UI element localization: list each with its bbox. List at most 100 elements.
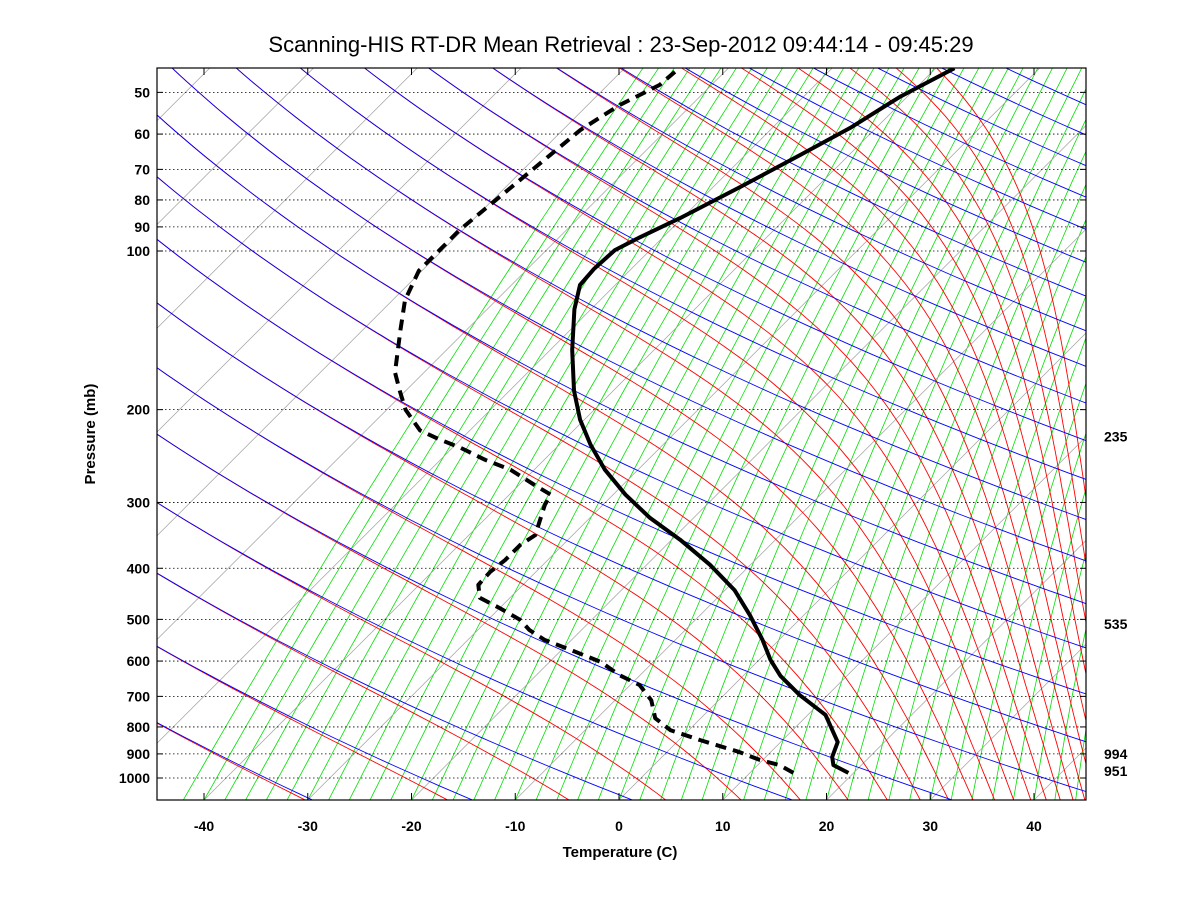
mixing-ratio-line [992,431,1086,800]
right-level-label: 235 [1104,429,1128,445]
dry-adiabat-line [157,238,1086,695]
dry-adiabat-line [157,645,473,800]
isotherm-line [157,68,314,225]
moist-adiabat-line [363,68,1032,800]
mixing-ratio-line [452,68,845,800]
dry-adiabat-line [684,68,1086,263]
isotherm-line [411,125,1086,800]
isotherm-line [157,68,522,433]
dry-adiabat-line [157,572,632,800]
temperature-profile-line [570,68,956,775]
x-tick-label: 40 [1026,818,1042,834]
mixing-ratio-line [245,68,691,800]
moist-adiabat-line [427,68,1047,800]
moist-adiabat-line [157,502,666,800]
moist-adiabat-line [740,68,1086,723]
dry-adiabat-line [299,68,1086,480]
moist-adiabat-line [157,646,448,800]
y-tick-label: 70 [134,161,150,177]
moist-adiabat-line [935,68,1086,502]
mixing-ratio-line [515,68,890,800]
mixing-ratio-line [369,68,784,800]
mixing-ratio-line [349,68,768,800]
mixing-ratio-line [784,68,1083,800]
mixing-ratio-line [577,68,935,800]
y-tick-label: 60 [134,126,150,142]
dry-adiabat-line [171,68,1086,562]
x-tick-label: -40 [194,818,214,834]
mixing-ratio-line [971,382,1086,800]
isotherm-line [157,68,833,744]
isotherm-line [307,68,1041,800]
chart-title: Scanning-HIS RT-DR Mean Retrieval : 23-S… [268,32,973,57]
profile-series [393,68,956,775]
mixing-ratio-line [556,68,920,800]
dry-adiabat-line [157,114,1086,605]
x-tick-label: 20 [819,818,835,834]
moist-adiabat-line [797,68,1086,677]
moist-adiabat-line [157,302,849,800]
isotherm-line [1138,63,1200,800]
mixing-ratio-line [183,68,644,800]
moist-adiabat-line [157,433,742,800]
right-level-label: 994 [1104,746,1128,762]
dry-adiabat-line [157,176,1086,649]
isotherm-line [0,63,7,800]
pressure-gridlines [157,91,1086,779]
dewpoint-profile-line [393,70,795,775]
y-axis-label: Pressure (mb) [82,384,99,485]
dry-adiabat-line [620,68,1086,297]
moist-adiabat-line [895,68,1086,568]
x-tick-label: -20 [401,818,421,834]
mixing-ratio-line [805,87,1086,800]
mixing-ratio-line [743,68,1053,800]
y-tick-label: 300 [127,494,151,510]
isotherm-line [515,228,1086,800]
isotherm-line [203,68,937,800]
moist-adiabat-line [157,176,921,800]
mixing-ratio-line [266,68,706,800]
right-level-label: 951 [1104,763,1128,779]
moist-adiabat-line [491,68,1061,800]
mixing-ratio-line [950,336,1086,800]
mixing-ratio-line [286,68,722,800]
dry-adiabat-line [157,722,313,800]
mixing-ratio-line [473,68,860,800]
y-tick-label: 100 [127,243,151,259]
mixing-ratio-line [1033,550,1086,800]
x-tick-label: -10 [505,818,525,834]
y-tick-label: 50 [134,84,150,100]
dry-adiabat-line [157,302,1086,743]
x-tick-label: 10 [715,818,731,834]
isotherm-line [157,68,418,329]
y-tick-label: 400 [127,560,151,576]
mixing-ratio-line [203,68,660,800]
isotherm-line [157,68,626,537]
axes: 5060708090100200300400500600700800900100… [119,68,1128,834]
moist-adiabat-line [555,68,1074,800]
isotherm-line [826,540,1086,800]
x-tick-label: -30 [298,818,318,834]
dry-adiabat-line [427,68,1086,404]
mixing-ratio-line [494,68,875,800]
isotherm-line [618,332,1086,800]
isotherm-line [930,643,1086,800]
mixing-ratio-line [307,68,737,800]
dry-adiabat-line [491,68,1086,367]
dry-adiabat-line [157,367,1086,793]
mixing-ratio-line [930,294,1086,800]
mixing-ratio-line [639,68,980,800]
y-tick-label: 800 [127,719,151,735]
right-level-label: 535 [1104,616,1128,632]
y-tick-label: 1000 [119,770,150,786]
moist-adiabat-line [157,572,569,800]
mixing-ratio-line [909,255,1086,800]
x-axis-label: Temperature (C) [563,844,678,861]
dry-adiabat-line [157,501,792,800]
mixing-ratio-line [888,218,1086,800]
moist-adiabat-line [235,68,995,800]
y-tick-label: 900 [127,746,151,762]
mixing-ratio-line [764,68,1068,800]
background-lines [0,63,1200,800]
